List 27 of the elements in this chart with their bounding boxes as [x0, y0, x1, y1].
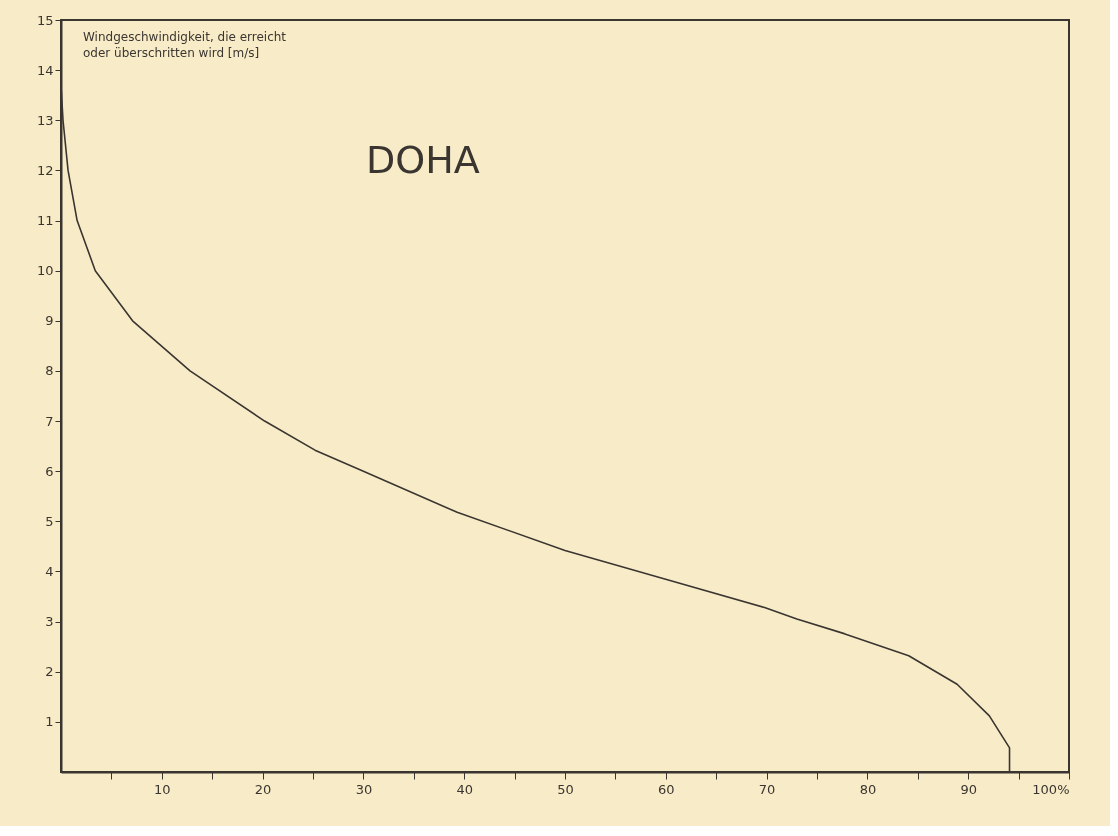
y-tick-label: 9 — [45, 313, 54, 329]
y-tick-label: 15 — [36, 12, 54, 28]
y-tick-label: 13 — [36, 112, 54, 128]
y-tick-label: 1 — [45, 714, 54, 730]
x-tick-label: 100% — [1032, 781, 1070, 797]
x-tick-label: 10 — [154, 781, 171, 797]
y-tick-label: 4 — [45, 563, 54, 579]
y-tick-label: 10 — [36, 263, 54, 279]
y-tick-label: 6 — [45, 463, 54, 479]
y-tick-label: 2 — [45, 664, 54, 680]
y-tick-label: 7 — [45, 413, 54, 429]
y-axis-title: Windgeschwindigkeit, die erreicht oder überschritten wird [m/s] — [83, 30, 287, 60]
x-tick-label: 40 — [456, 781, 473, 797]
x-tick-label: 20 — [254, 781, 272, 797]
y-tick-label: 3 — [45, 614, 54, 630]
x-tick-label: 30 — [355, 781, 373, 797]
y-tick-label: 12 — [36, 162, 54, 178]
y-tick-label: 8 — [45, 363, 54, 379]
x-tick-label: 90 — [960, 781, 977, 797]
x-tick-label: 50 — [557, 781, 574, 797]
y-tick-label: 5 — [45, 513, 54, 529]
text: DOHA — [366, 138, 480, 182]
x-tick-label: 60 — [658, 781, 675, 797]
y-tick-label: 11 — [36, 213, 54, 229]
x-tick-label: 80 — [859, 781, 877, 797]
x-tick-label: 70 — [758, 781, 776, 797]
y-tick-label: 14 — [36, 62, 54, 78]
